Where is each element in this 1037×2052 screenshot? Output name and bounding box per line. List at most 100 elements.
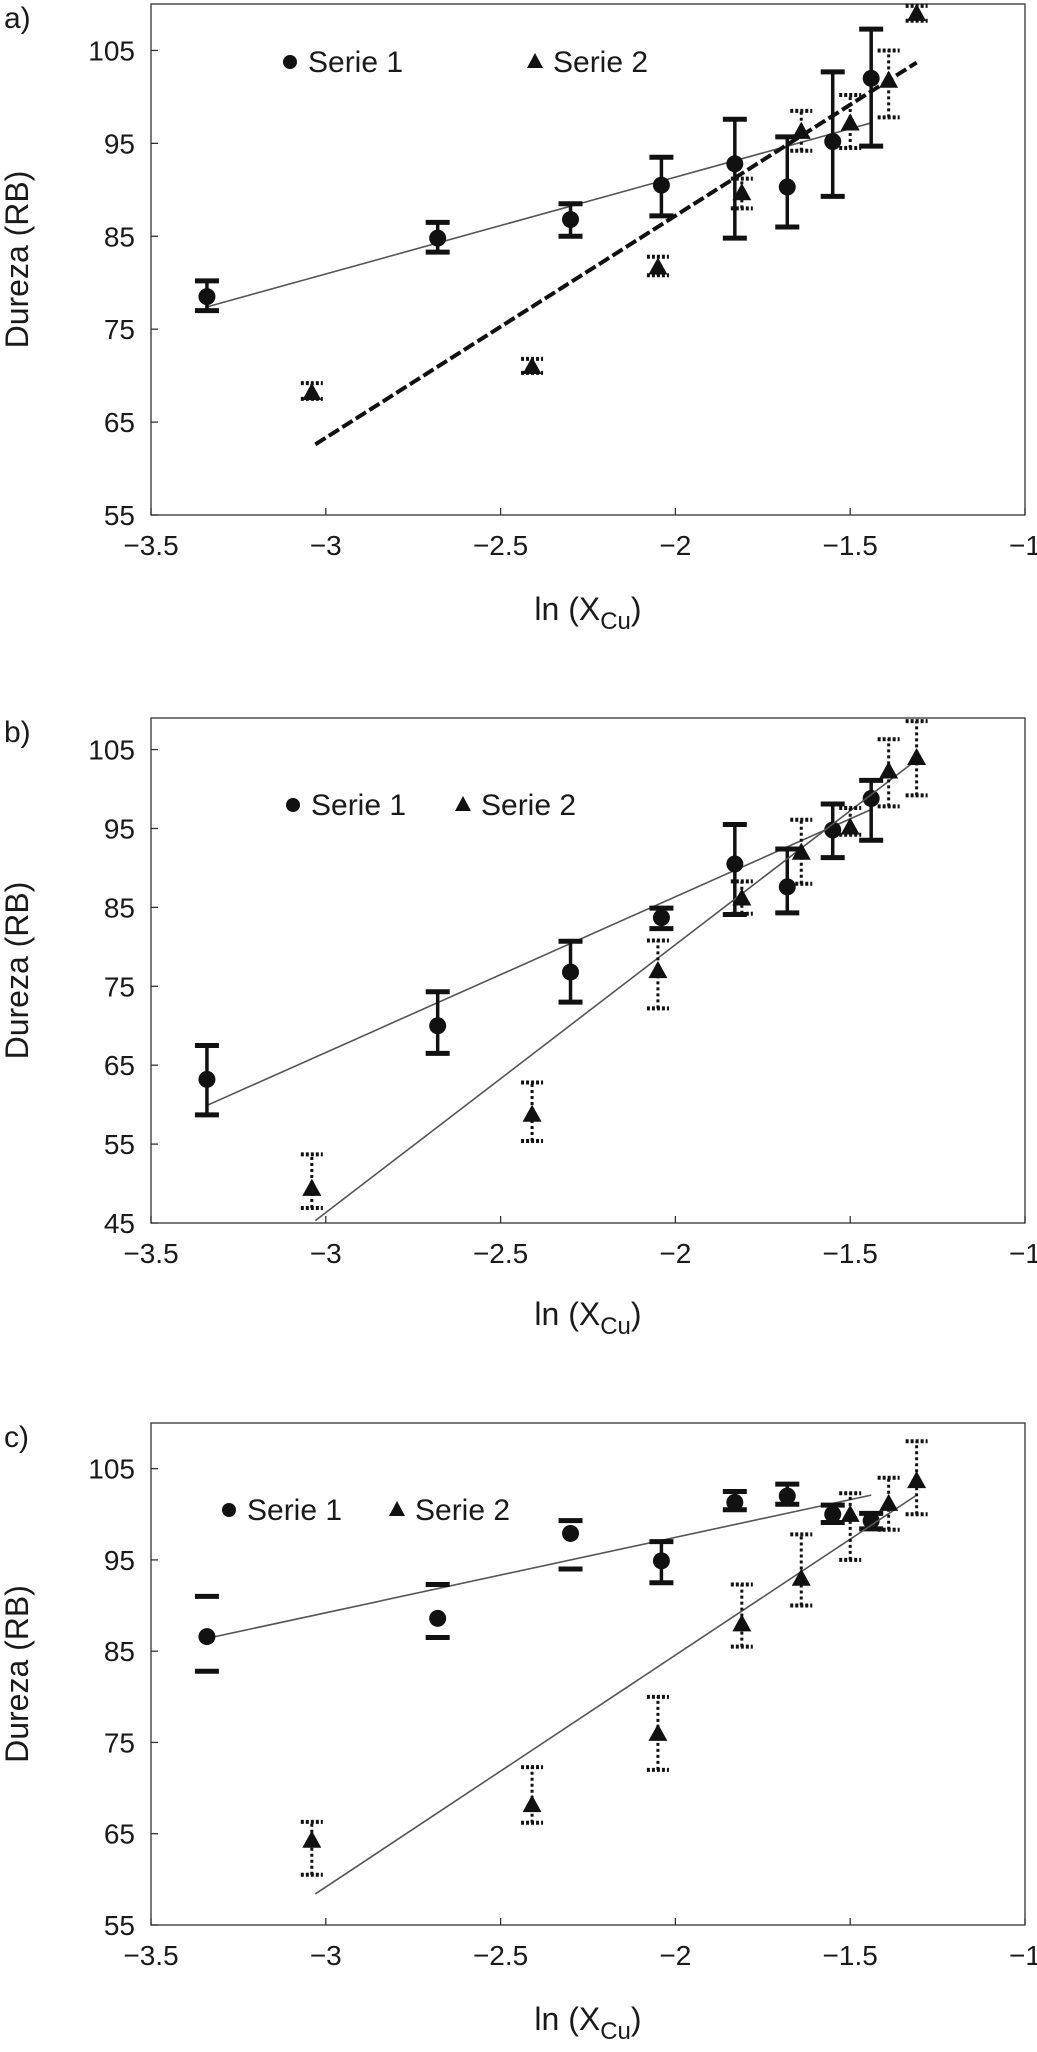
y-tick-label: 45: [104, 1208, 135, 1239]
data-point: [791, 121, 811, 139]
y-axis-label: Dureza (RB): [0, 882, 35, 1060]
series-1: [194, 26, 884, 314]
x-tick-label: −3.5: [123, 530, 178, 561]
data-point: [732, 183, 752, 201]
data-point: [198, 1070, 216, 1088]
data-point: [791, 842, 811, 860]
plot-frame: [150, 717, 1026, 1224]
data-point: [862, 69, 880, 87]
data-point: [429, 1609, 447, 1627]
x-tick-label: −2: [659, 530, 691, 561]
trend-line: [206, 1494, 872, 1640]
legend-marker: [283, 55, 297, 69]
data-point: [778, 1487, 796, 1505]
legend-marker: [527, 53, 543, 68]
data-point: [562, 1524, 580, 1542]
data-point: [791, 1568, 811, 1586]
series-2: [300, 3, 928, 447]
y-tick-label: 65: [104, 1819, 135, 1850]
y-tick-label: 65: [104, 1050, 135, 1081]
x-tick-label: −1: [1009, 1940, 1037, 1971]
data-point: [562, 211, 580, 229]
x-tick-label: −2.5: [473, 1238, 528, 1269]
trend-line: [206, 122, 872, 308]
x-axis-label: ln (XCu): [534, 591, 641, 635]
legend-marker: [222, 1503, 236, 1517]
x-tick-label: −2.5: [473, 530, 528, 561]
legend-entry: Serie 2: [527, 46, 648, 79]
y-tick-label: 95: [104, 813, 135, 844]
y-tick-label: 105: [88, 735, 135, 766]
x-tick-label: −1.5: [823, 1238, 878, 1269]
legend-entry: Serie 1: [286, 789, 406, 822]
y-tick-label: 55: [104, 1910, 135, 1941]
data-point: [302, 1178, 322, 1196]
x-tick-label: −2: [659, 1238, 691, 1269]
data-point: [840, 113, 860, 131]
trend-line: [314, 759, 918, 1222]
legend-label: Serie 1: [308, 46, 403, 79]
data-point: [726, 1493, 744, 1511]
data-point: [778, 178, 796, 196]
x-tick-label: −1: [1009, 530, 1037, 561]
panel-label: a): [4, 2, 31, 35]
chart-panel-3: c) 55 65 75 85 95 105 −3.5 −3 −2.5 −2 −1.5 −1 ln (XCu…: [0, 1421, 1037, 2045]
data-point: [732, 1614, 752, 1632]
data-point: [862, 789, 880, 807]
y-tick-label: 105: [88, 1454, 135, 1485]
legend-label: Serie 2: [553, 46, 648, 79]
series-1: [194, 777, 884, 1118]
data-point: [907, 747, 927, 766]
data-point: [907, 3, 927, 21]
x-tick-label: −1: [1009, 1238, 1037, 1269]
data-point: [562, 963, 580, 981]
panel-label: c): [4, 1421, 29, 1454]
panel-label: b): [4, 716, 31, 749]
trend-line: [206, 808, 872, 1107]
series-2: [300, 719, 928, 1222]
data-point: [302, 1830, 322, 1848]
legend-marker: [286, 798, 300, 812]
chart-panel-2: b) 45 55 65 75 85 95 105 −3.5 −3 −2.5 −2 −1.5 −1 ln (X…: [0, 716, 1037, 1340]
x-tick-label: −2: [659, 1940, 691, 1971]
legend-label: Serie 2: [481, 789, 576, 822]
y-tick-label: 55: [104, 500, 135, 531]
y-axis-label: Dureza (RB): [0, 1585, 35, 1763]
data-point: [824, 821, 842, 839]
data-point: [198, 1628, 216, 1646]
data-point: [732, 888, 752, 906]
legend-label: Serie 1: [311, 789, 406, 822]
trend-line: [314, 60, 918, 447]
x-tick-label: −2.5: [473, 1940, 528, 1971]
data-point: [429, 229, 447, 247]
x-tick-label: −3.5: [123, 1940, 178, 1971]
y-tick-label: 95: [104, 128, 135, 159]
y-tick-label: 55: [104, 1129, 135, 1160]
chart-panel-1: a) 55 65 75 85 95 105 −3.5 −3 −2.5 −2 −1.5 −1 ln (XCu…: [0, 2, 1037, 635]
data-point: [879, 1493, 899, 1511]
data-point: [726, 855, 744, 873]
data-point: [648, 961, 668, 979]
x-axis-label: ln (XCu): [534, 2001, 641, 2045]
x-tick-label: −3: [310, 1940, 342, 1971]
y-tick-label: 65: [104, 407, 135, 438]
data-point: [302, 382, 322, 400]
data-point: [907, 1471, 927, 1489]
data-point: [652, 909, 670, 927]
legend-label: Serie 2: [415, 1494, 510, 1527]
data-point: [522, 356, 542, 374]
plot-frame: [150, 3, 1026, 516]
data-point: [648, 257, 668, 275]
x-tick-label: −1.5: [823, 530, 878, 561]
data-point: [652, 1552, 670, 1570]
data-point: [862, 1512, 880, 1530]
y-tick-label: 75: [104, 314, 135, 345]
x-tick-label: −1.5: [823, 1940, 878, 1971]
data-point: [726, 155, 744, 173]
data-point: [840, 1504, 860, 1522]
x-tick-label: −3: [310, 530, 342, 561]
legend-marker: [455, 796, 471, 811]
x-tick-label: −3.5: [123, 1238, 178, 1269]
legend-entry: Serie 2: [455, 789, 576, 822]
